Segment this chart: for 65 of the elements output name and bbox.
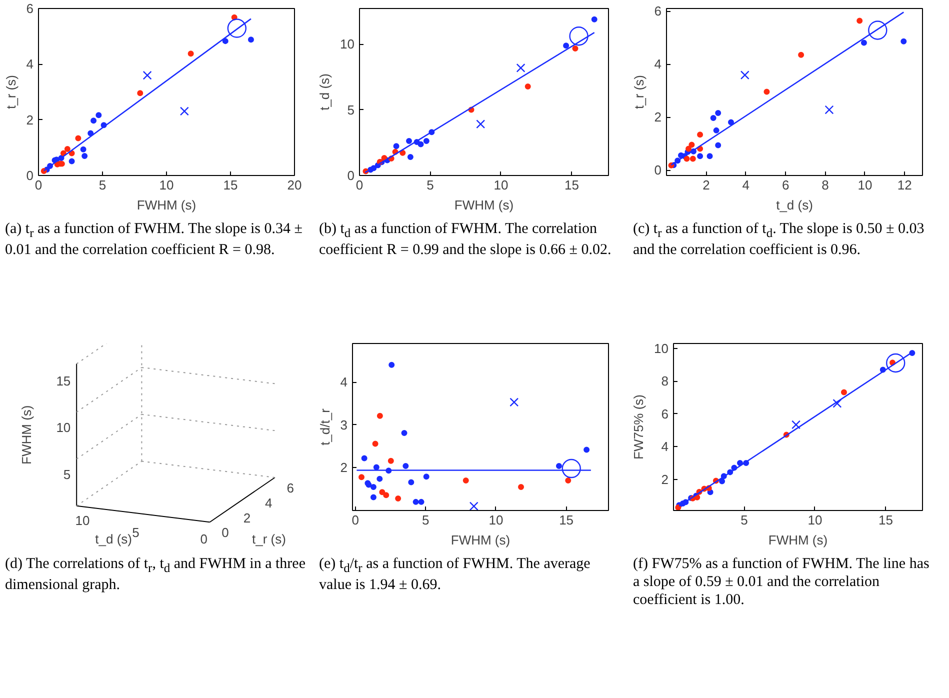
text: (a) t$_{r}$ as a function of FWHM. The slope is 0.34 ± 0.01 and the correlation coefficient R = 0.98.	[5, 220, 304, 259]
x-tick-label: 15	[559, 512, 574, 528]
x-tick-label: 2	[702, 178, 710, 192]
y-tick-label: 4	[26, 56, 34, 72]
text: (d) The correlations of t$_{r}$, t$_{d}$ and FWHM in a three dimensional graph.	[5, 556, 306, 593]
x-axis-title: FWHM (s)	[454, 198, 514, 212]
y-tick-label: 4	[340, 374, 348, 390]
y-tick-label: 2	[26, 112, 34, 128]
y-axis-title: FW75% (s)	[631, 394, 646, 460]
y-tick-label: 6	[26, 1, 34, 16]
y-tick-label: 5	[347, 102, 355, 118]
text: 4	[265, 495, 272, 510]
text: t_d (s)	[95, 532, 132, 546]
text: 15	[56, 373, 71, 388]
y-tick-label: 8	[661, 374, 669, 389]
y-tick-label: 0	[26, 168, 34, 183]
x-tick-label: 5	[98, 178, 106, 192]
y-tick-label: 0	[347, 168, 355, 183]
text: t_r (s)	[252, 532, 286, 546]
text: 10	[56, 420, 71, 436]
y-tick-label: 2	[340, 460, 348, 476]
y-tick-label: 4	[661, 439, 669, 454]
y-tick-label: 0	[654, 162, 662, 178]
x-tick-label: 5	[422, 512, 430, 528]
y-tick-label: 2	[654, 110, 662, 125]
x-axis-title: FWHM (s)	[768, 532, 828, 548]
y-tick-label: 6	[654, 4, 662, 19]
y-tick-label: 10	[340, 36, 355, 52]
text: 5	[63, 467, 71, 482]
y-tick-label: 10	[654, 340, 669, 356]
y-tick-label: 3	[340, 417, 348, 432]
x-tick-label: 10	[494, 178, 508, 192]
x-tick-label: 12	[897, 178, 912, 192]
text: (f) FW75% as a function of FWHM. The line has a slope of 0.59 ± 0.01 and the correlation coefficient is 1.00.	[633, 555, 930, 609]
x-tick-label: 8	[822, 178, 829, 192]
y-tick-label: 4	[654, 56, 662, 72]
x-tick-label: 4	[742, 178, 750, 192]
text: 0	[222, 525, 229, 540]
x-tick-label: 5	[426, 178, 434, 192]
y-axis-title: t_d/t_r	[317, 408, 332, 446]
y-tick-label: 2	[661, 472, 669, 487]
y-axis-title: t_r (s)	[3, 75, 18, 109]
x-tick-label: 5	[740, 512, 748, 528]
x-tick-label: 10	[808, 512, 822, 528]
x-tick-label: 20	[287, 178, 302, 192]
text: (e) t$_{d}$/t$_{r}$ as a function of FWHM. The average value is 1.94 ± 0.69.	[319, 555, 592, 594]
x-tick-label: 15	[564, 178, 579, 192]
y-axis-title: t_d (s)	[317, 74, 332, 110]
x-tick-label: 10	[488, 512, 504, 528]
text: 5	[132, 525, 140, 540]
text: 0	[200, 531, 208, 546]
x-tick-label: 6	[782, 178, 790, 192]
text: FWHM (s)	[18, 405, 34, 464]
x-tick-label: 10	[858, 178, 872, 192]
x-tick-label: 15	[223, 178, 238, 192]
x-axis-title: FWHM (s)	[450, 532, 510, 548]
text: 6	[286, 480, 294, 496]
x-axis-title: t_d (s)	[776, 198, 813, 212]
y-axis-title: t_r (s)	[631, 75, 646, 109]
x-axis-title: FWHM (s)	[136, 198, 196, 212]
x-tick-label: 10	[159, 178, 174, 192]
text: (c) t$_{r}$ as a function of t$_{d}$. The slope is 0.50 ± 0.03 and the correlation coefficient is 0.96.	[633, 220, 926, 259]
text: (b) t$_{d}$ as a function of FWHM. The correlation coefficient R = 0.99 and the slope is 0.66 ± 0.02.	[319, 220, 612, 259]
x-tick-label: 15	[878, 512, 893, 528]
y-tick-label: 6	[661, 406, 669, 422]
